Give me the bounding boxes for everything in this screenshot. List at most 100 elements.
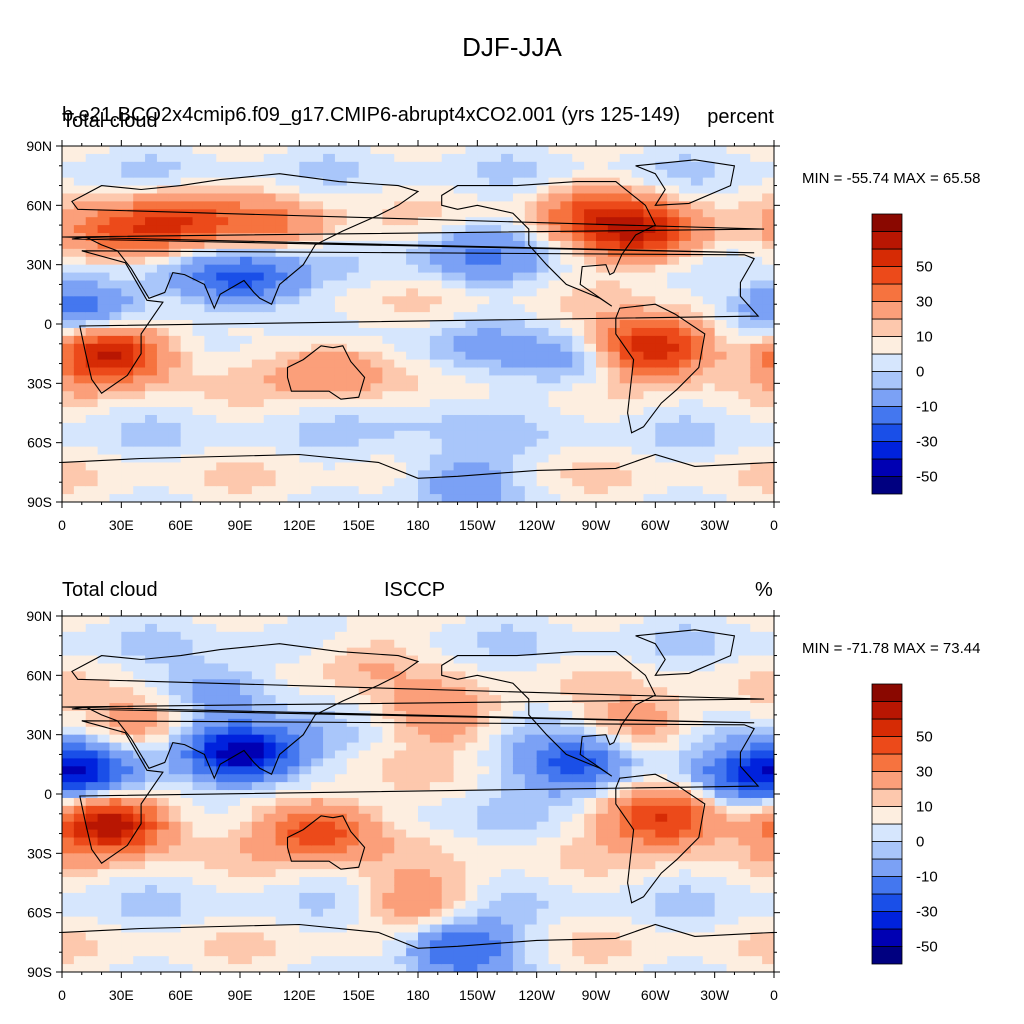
field-cell bbox=[358, 264, 372, 274]
field-cell bbox=[62, 869, 75, 878]
field-cell bbox=[441, 774, 455, 783]
field-cell bbox=[358, 671, 372, 680]
field-cell bbox=[572, 734, 585, 744]
field-cell bbox=[311, 225, 324, 234]
field-cell bbox=[121, 703, 134, 712]
field-cell bbox=[240, 312, 253, 321]
field-cell bbox=[548, 623, 561, 633]
field-cell bbox=[85, 153, 99, 163]
field-cell bbox=[275, 185, 289, 195]
colorbar-swatch bbox=[871, 318, 903, 337]
field-cell bbox=[750, 296, 763, 305]
field-cell bbox=[418, 774, 431, 783]
field-cell bbox=[643, 367, 656, 377]
field-cell bbox=[465, 422, 478, 432]
field-cell bbox=[584, 948, 597, 957]
field-cell bbox=[180, 766, 194, 775]
field-cell bbox=[536, 821, 550, 831]
field-cell bbox=[121, 813, 134, 823]
field-cell bbox=[275, 813, 289, 823]
field-cell bbox=[240, 742, 253, 752]
field-cell bbox=[465, 478, 478, 487]
field-cell bbox=[73, 351, 87, 361]
field-cell bbox=[643, 248, 656, 258]
field-cell bbox=[168, 438, 182, 448]
field-cell bbox=[619, 248, 633, 258]
field-cell bbox=[85, 280, 99, 289]
field-cell bbox=[204, 718, 217, 728]
field-cell bbox=[240, 892, 253, 902]
field-cell bbox=[477, 869, 490, 878]
field-cell bbox=[180, 695, 194, 704]
field-cell bbox=[323, 185, 336, 195]
field-cell bbox=[168, 478, 182, 487]
field-cell bbox=[584, 454, 597, 464]
field-cell bbox=[323, 845, 336, 854]
field-cell bbox=[465, 758, 478, 767]
field-cell bbox=[311, 734, 324, 744]
field-cell bbox=[548, 932, 561, 941]
field-cell bbox=[334, 892, 348, 902]
field-cell bbox=[85, 478, 99, 487]
field-cell bbox=[512, 185, 526, 195]
field-cell bbox=[536, 710, 550, 720]
field-cell bbox=[643, 272, 656, 282]
field-cell bbox=[216, 726, 229, 736]
field-cell bbox=[192, 908, 205, 918]
field-cell bbox=[180, 671, 194, 680]
field-cell bbox=[311, 359, 324, 369]
field-cell bbox=[596, 695, 609, 704]
field-cell bbox=[560, 375, 573, 384]
field-cell bbox=[346, 335, 360, 345]
field-cell bbox=[607, 454, 621, 464]
field-cell bbox=[192, 296, 205, 305]
field-cell bbox=[655, 264, 668, 274]
field-cell bbox=[228, 272, 241, 282]
field-cell bbox=[370, 916, 383, 926]
field-cell bbox=[619, 478, 633, 487]
field-cell bbox=[702, 201, 716, 210]
field-cell bbox=[156, 940, 170, 949]
field-cell bbox=[394, 462, 407, 471]
field-cell bbox=[524, 343, 538, 353]
field-cell bbox=[584, 280, 597, 289]
field-cell bbox=[251, 367, 265, 377]
field-cell bbox=[524, 695, 538, 704]
field-cell bbox=[429, 853, 443, 862]
field-cell bbox=[702, 264, 716, 274]
field-cell bbox=[180, 343, 194, 353]
field-cell bbox=[62, 438, 75, 448]
field-cell bbox=[584, 623, 597, 633]
field-cell bbox=[180, 797, 194, 807]
field-cell bbox=[204, 869, 217, 878]
field-cell bbox=[168, 916, 182, 926]
field-cell bbox=[156, 225, 170, 234]
field-cell bbox=[702, 446, 716, 456]
field-cell bbox=[572, 414, 585, 424]
field-cell bbox=[192, 805, 205, 815]
field-cell bbox=[370, 272, 383, 282]
field-cell bbox=[168, 892, 182, 902]
field-cell bbox=[596, 240, 609, 250]
field-cell bbox=[263, 430, 277, 440]
field-cell bbox=[346, 280, 360, 289]
field-cell bbox=[524, 185, 538, 195]
field-cell bbox=[133, 177, 146, 187]
field-cell bbox=[524, 494, 538, 502]
field-cell bbox=[168, 884, 182, 894]
field-cell bbox=[263, 766, 277, 775]
field-cell bbox=[156, 813, 170, 823]
field-cell bbox=[738, 399, 751, 408]
field-cell bbox=[334, 240, 348, 250]
field-cell bbox=[73, 718, 87, 728]
field-cell bbox=[228, 695, 241, 704]
field-cell bbox=[548, 924, 561, 934]
field-cell bbox=[607, 861, 621, 870]
field-cell bbox=[690, 422, 704, 432]
field-cell bbox=[204, 494, 217, 502]
field-cell bbox=[655, 240, 668, 250]
field-cell bbox=[168, 679, 182, 688]
field-cell bbox=[180, 908, 194, 918]
field-cell bbox=[251, 782, 265, 791]
